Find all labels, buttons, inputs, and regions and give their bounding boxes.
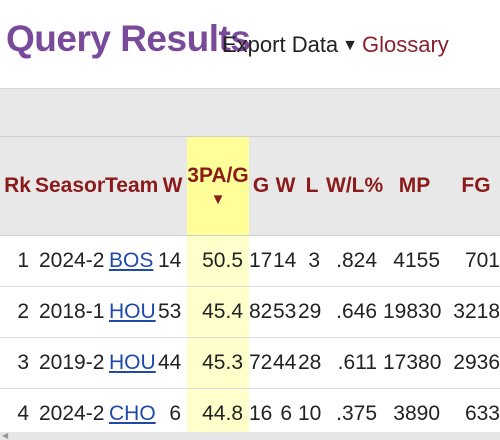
column-header-g[interactable]: G: [249, 136, 273, 236]
cell-g: 17: [249, 235, 273, 287]
cell-g: 16: [249, 388, 273, 440]
cell-team: HOU: [105, 286, 158, 338]
table-row: 3 2019-20 HOU 44 45.3 72 44 28 .611 1738…: [0, 337, 500, 389]
cell-3pa-per-game: 44.8: [187, 388, 249, 440]
table-row: 4 2024-25 CHO 6 44.8 16 6 10 .375 3890 6…: [0, 388, 500, 440]
column-header-team[interactable]: Team: [105, 136, 158, 236]
cell-wins: 44: [273, 337, 298, 389]
cell-team: BOS: [105, 235, 158, 287]
cell-3pa-per-game: 45.3: [187, 337, 249, 389]
export-data-dropdown[interactable]: Export Data ▼: [222, 32, 358, 58]
cell-w: 53: [158, 286, 187, 338]
column-header-win-pct[interactable]: W/L%: [326, 136, 383, 236]
cell-mp: 17380: [383, 337, 446, 389]
column-header-season[interactable]: Season: [35, 136, 105, 236]
cell-losses: 3: [298, 235, 326, 287]
column-header-wins[interactable]: W: [273, 136, 298, 236]
results-table: Rk Season Team W 3PA/G ▼ G W L W/L% MP F…: [0, 88, 500, 440]
cell-team: CHO: [105, 388, 158, 440]
cell-fg: 3218: [446, 286, 500, 338]
cell-season: 2018-19: [35, 286, 105, 338]
page-title: Query Results: [6, 18, 251, 59]
page-header: Query Results Export Data ▼ Glossary: [0, 0, 500, 84]
cell-rk: 2: [0, 286, 35, 338]
cell-g: 82: [249, 286, 273, 338]
export-data-label: Export Data: [222, 32, 339, 57]
cell-losses: 10: [298, 388, 326, 440]
cell-season: 2024-25: [35, 388, 105, 440]
cell-rk: 4: [0, 388, 35, 440]
cell-3pa-per-game: 50.5: [187, 235, 249, 287]
cell-3pa-per-game: 45.4: [187, 286, 249, 338]
glossary-link[interactable]: Glossary: [362, 32, 449, 57]
column-header-3pa-per-game-label: 3PA/G: [187, 164, 249, 187]
cell-win-pct: .611: [326, 337, 383, 389]
cell-rk: 3: [0, 337, 35, 389]
cell-fg: 2936: [446, 337, 500, 389]
cell-mp: 4155: [383, 235, 446, 287]
cell-fg: 633: [446, 388, 500, 440]
team-link[interactable]: BOS: [109, 249, 154, 272]
column-header-rk[interactable]: Rk: [0, 136, 35, 236]
cell-mp: 19830: [383, 286, 446, 338]
cell-losses: 28: [298, 337, 326, 389]
sort-descending-icon: ▼: [210, 191, 226, 208]
column-header-3pa-per-game[interactable]: 3PA/G ▼: [187, 136, 249, 236]
table-header-row: Rk Season Team W 3PA/G ▼ G W L W/L% MP F…: [0, 136, 500, 236]
horizontal-scrollbar[interactable]: ◀: [0, 432, 500, 440]
team-link[interactable]: HOU: [109, 351, 156, 374]
cell-season: 2019-20: [35, 337, 105, 389]
cell-win-pct: .824: [326, 235, 383, 287]
cell-w: 14: [158, 235, 187, 287]
column-header-w[interactable]: W: [158, 136, 187, 236]
cell-season: 2024-25: [35, 235, 105, 287]
cell-team: HOU: [105, 337, 158, 389]
table-row: 2 2018-19 HOU 53 45.4 82 53 29 .646 1983…: [0, 286, 500, 338]
cell-wins: 14: [273, 235, 298, 287]
results-table-container: Rk Season Team W 3PA/G ▼ G W L W/L% MP F…: [0, 88, 500, 440]
table-overheader-row: [0, 88, 500, 137]
column-header-losses[interactable]: L: [298, 136, 326, 236]
team-link[interactable]: CHO: [109, 402, 156, 425]
cell-win-pct: .646: [326, 286, 383, 338]
cell-rk: 1: [0, 235, 35, 287]
scroll-left-icon[interactable]: ◀: [2, 431, 9, 440]
cell-mp: 3890: [383, 388, 446, 440]
table-row: 1 2024-25 BOS 14 50.5 17 14 3 .824 4155 …: [0, 235, 500, 287]
cell-losses: 29: [298, 286, 326, 338]
cell-g: 72: [249, 337, 273, 389]
chevron-down-icon: ▼: [342, 37, 359, 54]
team-link[interactable]: HOU: [109, 300, 156, 323]
column-header-mp[interactable]: MP: [383, 136, 446, 236]
cell-w: 44: [158, 337, 187, 389]
cell-win-pct: .375: [326, 388, 383, 440]
cell-wins: 53: [273, 286, 298, 338]
cell-fg: 701: [446, 235, 500, 287]
column-header-fg[interactable]: FG: [446, 136, 500, 236]
